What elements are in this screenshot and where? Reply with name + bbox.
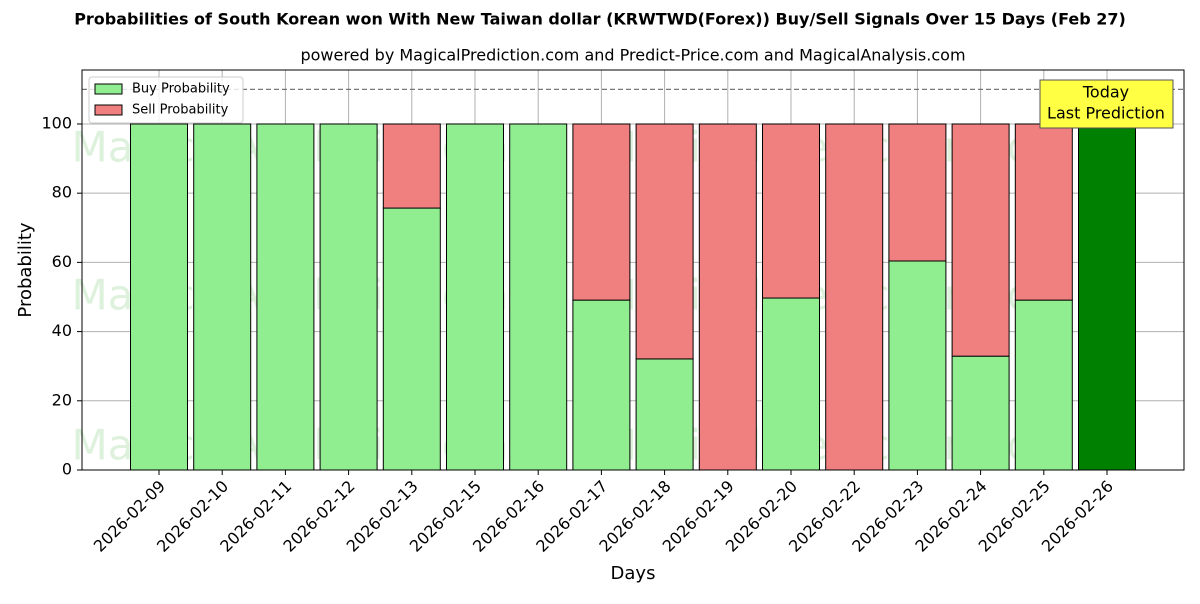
y-tick-label: 60 <box>52 252 72 271</box>
bar-segment <box>1078 123 1136 471</box>
annotation-text: Today <box>1082 83 1129 102</box>
bar-segment <box>572 299 631 471</box>
legend-box <box>88 76 244 124</box>
bar-segment <box>635 123 694 360</box>
bar-segment <box>382 123 441 209</box>
bar-segment <box>509 123 568 471</box>
legend-label: Sell Probability <box>132 103 229 118</box>
y-tick-label: 40 <box>52 321 72 340</box>
bar-segment <box>446 123 504 471</box>
bar-segment <box>951 123 1010 357</box>
bar-segment <box>1014 123 1073 301</box>
bar-segment <box>319 123 378 471</box>
bar-segment <box>193 123 252 471</box>
y-tick-label: 20 <box>52 390 72 409</box>
bar-segment <box>825 123 884 471</box>
y-tick-label: 0 <box>62 460 72 479</box>
x-axis-label: Days <box>611 563 656 584</box>
legend-swatch <box>94 104 123 116</box>
bar-segment <box>382 207 441 471</box>
bar-segment <box>698 123 757 471</box>
chart-title: Probabilities of South Korean won With N… <box>74 10 1126 29</box>
y-axis-label: Probability <box>15 222 36 317</box>
bar-segment <box>1014 299 1073 471</box>
y-tick-label: 80 <box>52 183 72 202</box>
bar-segment <box>951 355 1010 471</box>
annotation-box <box>1039 79 1174 129</box>
bar-segment <box>256 123 315 471</box>
plot-frame <box>81 69 1185 471</box>
bar-segment <box>572 123 631 301</box>
legend-swatch <box>94 83 123 95</box>
annotation-text: Last Prediction <box>1047 104 1165 123</box>
bar-segment <box>762 123 820 299</box>
bar-segment <box>762 297 820 471</box>
bar-segment <box>635 358 694 471</box>
y-tick-label: 100 <box>41 113 72 132</box>
chart-subtitle: powered by MagicalPrediction.com and Pre… <box>300 46 965 65</box>
bar-segment <box>888 260 947 471</box>
bar-segment <box>888 123 947 262</box>
bar-segment <box>130 123 188 471</box>
legend-label: Buy Probability <box>132 82 230 97</box>
